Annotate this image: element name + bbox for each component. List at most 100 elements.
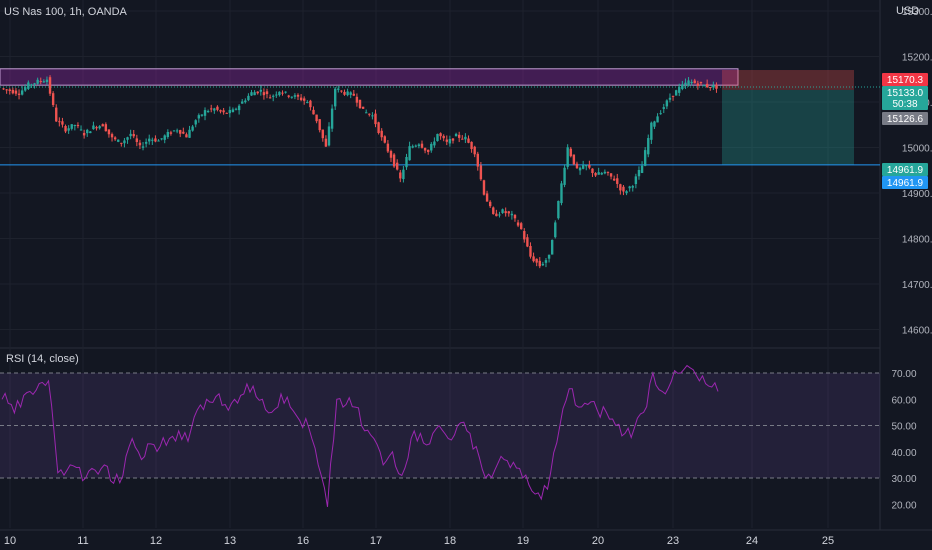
candle-body (451, 138, 455, 141)
price-label-text: 15126.6 (887, 114, 924, 125)
rsi-line[interactable] (1, 364, 719, 507)
candle-body (197, 115, 201, 119)
candle-body (526, 237, 529, 247)
candle-body (693, 80, 696, 84)
candle-body (399, 172, 402, 179)
candle-body (684, 82, 687, 85)
candle-body (334, 88, 337, 107)
take-profit-zone[interactable] (722, 89, 854, 165)
candle-body (194, 120, 197, 125)
candle-body (324, 138, 328, 147)
candle-body (179, 130, 182, 134)
candle-body (631, 186, 634, 188)
candle-body (619, 184, 622, 191)
candle-body (67, 128, 70, 131)
candle-body (656, 116, 659, 123)
candle-body (476, 153, 479, 167)
candle-body (408, 146, 411, 161)
candle-body (33, 83, 36, 85)
candle-body (640, 165, 644, 173)
candle-body (402, 169, 405, 180)
candle-body (309, 100, 312, 108)
candle-body (659, 113, 662, 115)
candle-body (234, 108, 238, 110)
candle-body (479, 165, 483, 180)
candle-body (513, 214, 517, 219)
resistance-zone[interactable] (0, 68, 739, 86)
candle-body (566, 147, 569, 167)
price-label-target[interactable] (882, 163, 928, 176)
candle-body (42, 81, 46, 83)
candle-body (442, 135, 445, 139)
candle-body (532, 256, 535, 262)
candle-body (20, 90, 24, 95)
candle-body (414, 145, 417, 147)
candle-body (662, 107, 665, 109)
candle-body (296, 94, 300, 97)
candle-body (117, 139, 120, 142)
candle-body (284, 91, 287, 93)
time-tick-label: 17 (370, 535, 382, 547)
candle-body (327, 126, 331, 146)
symbol-title: US Nas 100, 1h, OANDA (4, 6, 127, 18)
candle-body (163, 135, 166, 140)
candle-body (541, 263, 545, 266)
candle-body (386, 143, 390, 152)
price-label-entry[interactable] (882, 112, 928, 125)
currency-label[interactable]: USD (896, 5, 920, 17)
candle-body (364, 112, 368, 114)
candle-body (597, 172, 600, 175)
price-label-line[interactable] (882, 176, 928, 189)
stop-loss-zone[interactable] (722, 70, 854, 90)
candle-body (51, 93, 55, 106)
candle-body (538, 260, 541, 267)
candle-body (76, 124, 80, 127)
candle-body (436, 133, 439, 142)
rsi-tick-label: 60.00 (891, 395, 916, 406)
candle-body (411, 146, 414, 148)
candle-body (581, 165, 585, 169)
candle-body (129, 133, 132, 137)
candle-body (426, 149, 430, 153)
candle-body (445, 139, 448, 142)
candle-body (250, 92, 253, 96)
candle-body (588, 164, 591, 168)
candle-body (674, 90, 678, 96)
candles-group (2, 75, 718, 269)
candle-body (383, 136, 386, 143)
candle-body (182, 131, 185, 134)
candle-body (572, 154, 576, 165)
candle-body (523, 231, 526, 240)
candle-body (135, 138, 139, 143)
rsi-tick-label: 30.00 (891, 474, 916, 485)
price-label-text: 14961.9 (887, 178, 924, 189)
candle-body (247, 95, 250, 101)
rsi-tick-label: 20.00 (891, 500, 916, 511)
time-tick-label: 11 (77, 535, 88, 547)
candle-body (705, 83, 709, 88)
candle-body (560, 183, 563, 204)
candle-body (696, 83, 700, 87)
candle-body (358, 99, 362, 109)
candle-body (430, 143, 433, 151)
candle-body (210, 108, 213, 110)
time-tick-label: 25 (822, 535, 834, 547)
candle-body (457, 134, 461, 138)
rsi-indicator-title[interactable]: RSI (14, close) (6, 353, 79, 365)
candle-body (2, 88, 5, 90)
candle-body (92, 125, 95, 130)
candle-body (213, 108, 216, 111)
time-tick-label: 20 (592, 535, 604, 547)
candle-body (191, 126, 194, 131)
candle-body (132, 134, 135, 137)
candle-body (352, 93, 356, 96)
candle-body (470, 141, 473, 150)
price-label-last[interactable] (882, 86, 928, 110)
price-label-stop[interactable] (882, 73, 928, 86)
candle-body (141, 146, 145, 148)
candle-body (268, 97, 272, 99)
candle-body (11, 89, 15, 94)
candle-body (507, 211, 510, 214)
candle-body (377, 122, 380, 134)
